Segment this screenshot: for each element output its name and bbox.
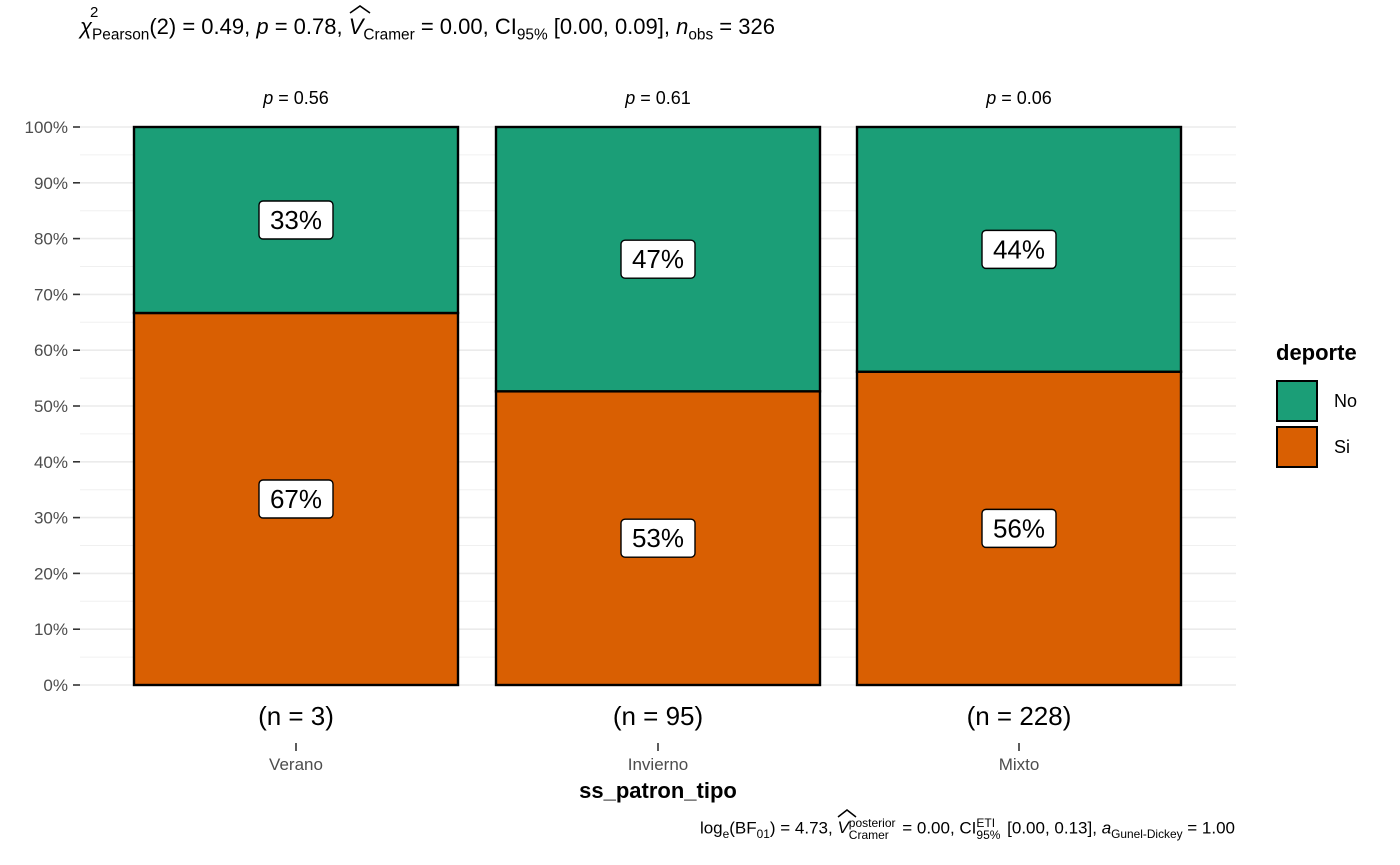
x-tick-label: Invierno [628,755,688,774]
legend-swatch-si [1276,426,1318,468]
count-label: (n = 95) [613,701,703,731]
data-label-box [620,518,696,558]
data-label: 53% [632,523,684,553]
p-value-label: p = 0.61 [624,88,691,108]
y-tick-label: 90% [34,174,68,193]
p-value-label: p = 0.56 [262,88,329,108]
data-label-box [258,479,334,519]
legend-label-no: No [1334,390,1358,411]
y-tick-label: 100% [25,118,68,137]
bar-segment-no [132,125,460,315]
y-tick-label: 50% [34,397,68,416]
chart-subtitle: χ 2 Pearson(2) = 0.49, p = 0.78, VCramer =… [80,4,775,44]
data-label: 44% [993,234,1045,264]
data-label: 56% [993,513,1045,543]
y-tick-label: 70% [34,285,68,304]
data-label-box [981,508,1057,549]
p-value-label: p = 0.06 [985,88,1052,108]
data-label-box [981,229,1057,270]
x-tick-label: Verano [269,755,323,774]
data-label-box [258,200,334,240]
y-tick-label: 20% [34,564,68,583]
legend-title: deporte [1276,340,1357,365]
x-tick-label: Mixto [999,755,1040,774]
count-label: (n = 3) [258,701,334,731]
y-tick-label: 30% [34,509,68,528]
data-label-box [620,239,696,279]
y-tick-label: 0% [43,676,68,695]
count-label: (n = 228) [967,701,1072,731]
legend-label-si: Si [1334,436,1351,457]
data-label: 33% [270,205,322,235]
legend-item-no: No [1276,380,1357,422]
legend-swatch-no [1276,380,1318,422]
data-label: 67% [270,484,322,514]
y-tick-label: 60% [34,341,68,360]
data-label: 47% [632,244,684,274]
y-tick-label: 80% [34,230,68,249]
y-tick-label: 40% [34,453,68,472]
legend-item-si: Si [1276,426,1350,468]
x-axis-title: ss_patron_tipo [579,778,737,803]
y-tick-label: 10% [34,620,68,639]
